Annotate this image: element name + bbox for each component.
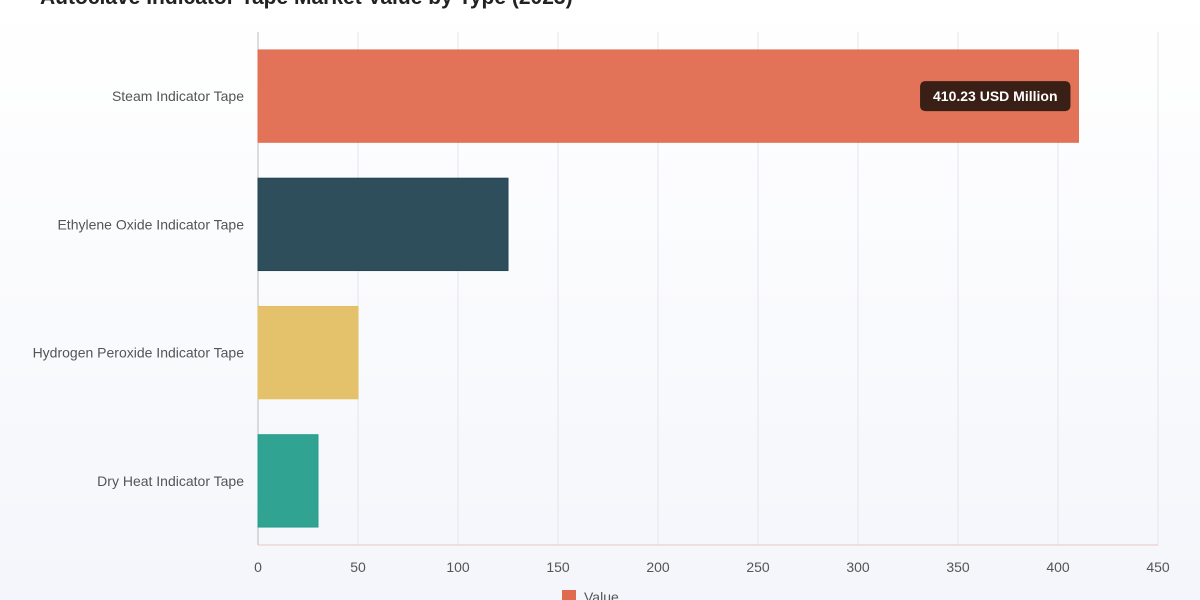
bar <box>257 177 509 272</box>
x-tick-label: 300 <box>846 559 870 575</box>
x-tick-label: 200 <box>646 559 670 575</box>
y-tick-label: Steam Indicator Tape <box>112 88 244 104</box>
y-tick-label: Hydrogen Peroxide Indicator Tape <box>33 345 245 361</box>
x-tick-label: 150 <box>546 559 570 575</box>
legend-label: Value <box>584 589 619 600</box>
x-tick-label: 50 <box>350 559 366 575</box>
tooltip-box <box>920 81 1071 112</box>
value-label: 410.23 USD Million <box>933 88 1057 104</box>
legend-swatch <box>562 590 576 600</box>
y-tick-label: Dry Heat Indicator Tape <box>97 473 244 489</box>
bar <box>257 434 319 528</box>
y-tick-label: Ethylene Oxide Indicator Tape <box>57 216 244 232</box>
x-tick-label: 350 <box>946 559 970 575</box>
x-tick-label: 400 <box>1046 559 1070 575</box>
x-tick-label: 100 <box>446 559 470 575</box>
x-tick-label: 450 <box>1146 559 1170 575</box>
bar <box>257 305 359 400</box>
x-tick-label: 0 <box>254 559 262 575</box>
x-tick-label: 250 <box>746 559 770 575</box>
chart-title: Autoclave Indicator Tape Market Value by… <box>40 0 573 9</box>
